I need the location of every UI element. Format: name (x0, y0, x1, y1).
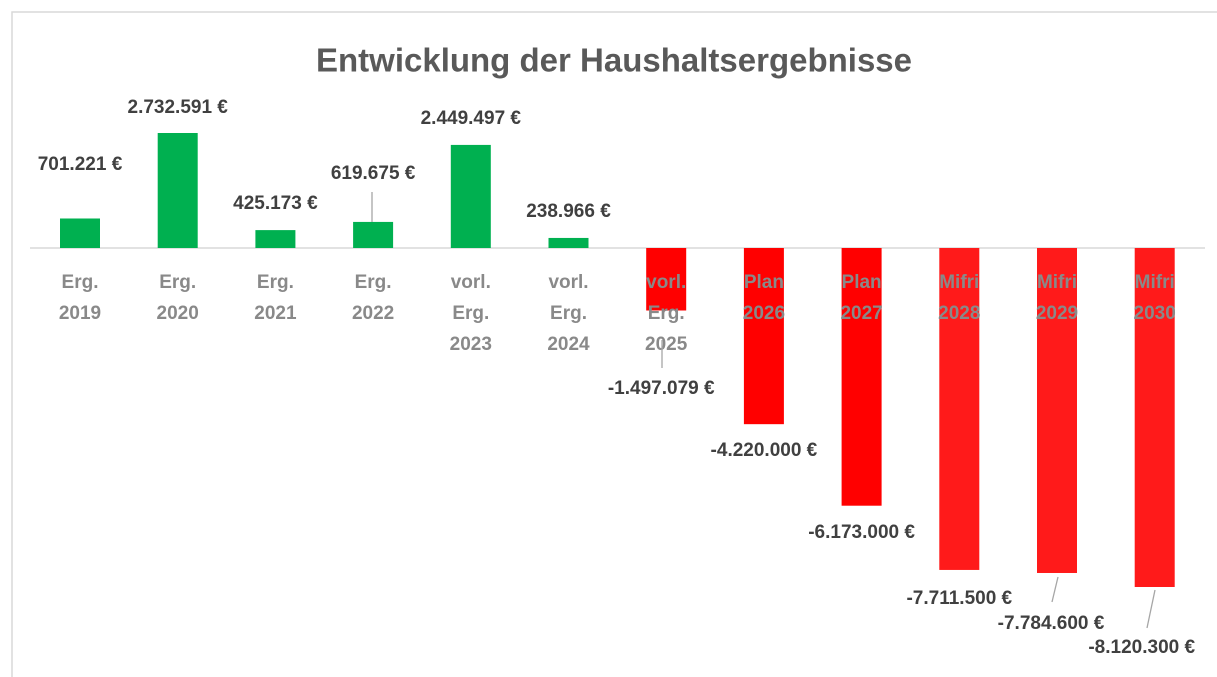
leader-line (1146, 589, 1156, 629)
bar (1134, 248, 1175, 587)
bar (939, 248, 980, 570)
x-tick-label-line: Erg. (550, 303, 587, 324)
x-tick-label-line: 2024 (547, 334, 590, 355)
bar (255, 230, 296, 248)
x-tick-label: vorl. Erg. 2024 (547, 272, 590, 355)
data-label: 619.675 € (331, 163, 416, 184)
bar (548, 237, 589, 248)
x-tick-label-line: vorl. (451, 272, 491, 293)
data-label: 2.449.497 € (421, 108, 522, 129)
bar (646, 248, 687, 311)
bar (841, 248, 882, 506)
bar (1037, 248, 1077, 573)
data-label: -1.497.079 € (608, 378, 715, 399)
x-tick-label: Erg. 2022 (352, 272, 394, 324)
bar (157, 133, 198, 248)
data-label: 701.221 € (38, 154, 123, 175)
chart-border (11, 11, 1217, 677)
bar (60, 218, 100, 248)
x-tick-label-line: Mifri (1037, 272, 1077, 293)
x-tick-label: Mifri 2029 (1036, 272, 1078, 324)
x-tick-label-line: Plan (744, 272, 784, 293)
x-tick-label: vorl. Erg. 2023 (450, 272, 492, 355)
x-tick-label-line: Mifri (939, 272, 979, 293)
x-tick-label-line: 2026 (743, 303, 785, 324)
x-tick-label-line: 2023 (450, 334, 492, 355)
x-tick-label-line: Erg. (355, 272, 392, 293)
bar (743, 248, 784, 425)
x-tick-label: Plan 2026 (743, 272, 785, 324)
leader-line (1051, 576, 1059, 603)
x-tick-label-line: Erg. (648, 303, 685, 324)
x-tick-label-line: Plan (842, 272, 882, 293)
x-tick-label-line: 2030 (1134, 303, 1176, 324)
x-tick-label-line: 2020 (157, 303, 199, 324)
x-tick-label-line: Mifri (1135, 272, 1175, 293)
x-tick-label: vorl. Erg. 2025 (645, 272, 688, 355)
data-label: 2.732.591 € (128, 97, 229, 118)
bar (450, 144, 491, 248)
x-tick-label-line: Erg. (62, 272, 99, 293)
bar (353, 221, 394, 248)
chart-title: Entwicklung der Haushaltsergebnisse (316, 42, 912, 79)
x-tick-label: Erg. 2021 (254, 272, 297, 324)
x-tick-label-line: 2029 (1036, 303, 1078, 324)
x-tick-label-line: 2022 (352, 303, 394, 324)
data-label: 425.173 € (233, 193, 318, 214)
data-label: -7.711.500 € (906, 588, 1012, 609)
x-tick-label-line: Erg. (159, 272, 196, 293)
data-label: -4.220.000 € (711, 440, 818, 461)
x-tick-label-line: Erg. (452, 303, 489, 324)
x-tick-label-line: vorl. (646, 272, 686, 293)
x-tick-label-line: 2027 (840, 303, 882, 324)
data-label: -8.120.300 € (1088, 637, 1195, 658)
x-tick-label: Mifri 2030 (1134, 272, 1176, 324)
x-tick-label-line: vorl. (548, 272, 588, 293)
data-label: -7.784.600 € (998, 613, 1105, 634)
x-tick-label-line: Erg. (257, 272, 294, 293)
x-tick-label-line: 2028 (938, 303, 980, 324)
data-label: 238.966 € (526, 201, 611, 222)
x-tick-label: Plan 2027 (840, 272, 882, 324)
x-tick-label: Erg. 2019 (59, 272, 101, 324)
x-tick-label: Mifri 2028 (938, 272, 980, 324)
x-tick-label-line: 2025 (645, 334, 688, 355)
x-tick-label: Erg. 2020 (157, 272, 199, 324)
data-label: -6.173.000 € (808, 522, 915, 543)
x-tick-label-line: 2021 (254, 303, 297, 324)
x-tick-label-line: 2019 (59, 303, 101, 324)
